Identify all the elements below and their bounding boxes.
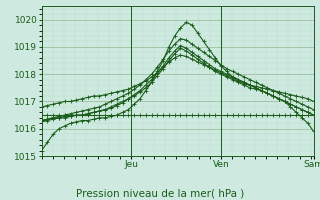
Text: Pression niveau de la mer( hPa ): Pression niveau de la mer( hPa ) [76, 188, 244, 198]
